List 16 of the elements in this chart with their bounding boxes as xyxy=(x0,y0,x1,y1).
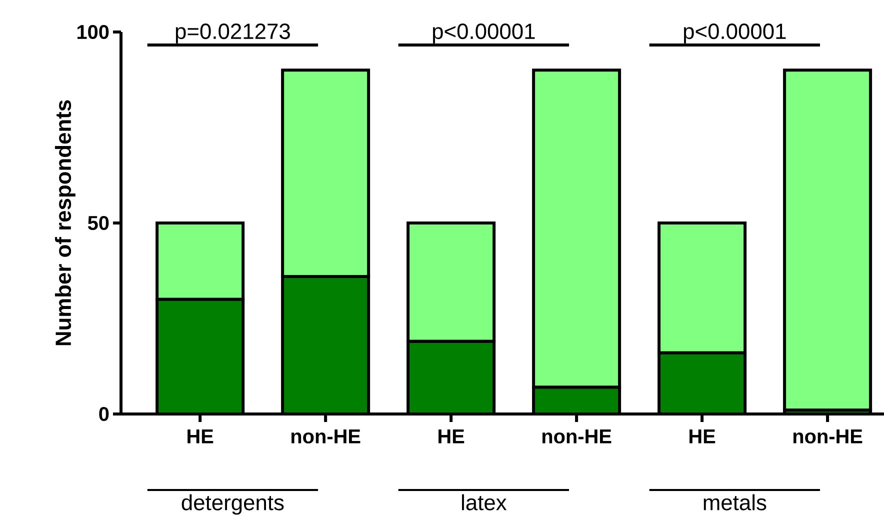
text: latex xyxy=(462,494,507,510)
x-tick-label: HE xyxy=(188,430,214,444)
y-axis-title: Number of respondents xyxy=(54,100,76,346)
text: detergents xyxy=(182,494,284,515)
text: metals xyxy=(704,494,766,510)
x-tick-label: non-HE xyxy=(793,430,862,444)
x-tick-label: HE xyxy=(690,430,716,444)
annotation: p<0.00001 xyxy=(432,24,535,44)
y-tick-label: 0 xyxy=(99,406,109,422)
y-tick-label: 100 xyxy=(77,24,109,40)
x-tick-label: non-HE xyxy=(542,430,612,444)
annotation: p=0.021273 xyxy=(176,24,290,44)
x-tick-label: non-HE xyxy=(291,430,360,444)
annotation: p<0.00001 xyxy=(684,24,786,44)
y-tick-label: 50 xyxy=(88,216,109,230)
x-tick-label: HE xyxy=(438,430,464,444)
